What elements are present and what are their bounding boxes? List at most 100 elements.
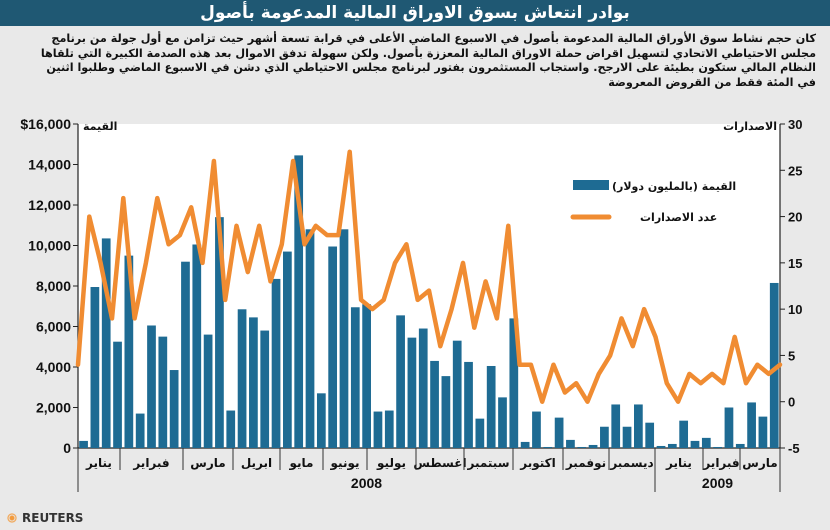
value-bar (418, 328, 428, 448)
value-bar (634, 404, 643, 448)
right-tick-label: 25 (788, 163, 802, 178)
value-bar (215, 217, 224, 448)
reuters-logo-icon (6, 512, 18, 524)
left-tick-label: $16,000 (20, 116, 71, 132)
value-bar (362, 304, 371, 448)
value-bar (701, 437, 711, 448)
right-axis-label: الاصدارات (723, 120, 777, 133)
value-bar (475, 418, 485, 448)
value-bar (713, 446, 722, 448)
month-label: فبراير (132, 456, 169, 470)
legend-bar-label: القيمة (بالمليون دولار) (612, 180, 736, 193)
left-tick-label: 4,000 (36, 359, 71, 375)
value-bar (339, 229, 349, 448)
value-bar (147, 325, 156, 448)
value-bar (769, 282, 779, 448)
left-tick-label: 14,000 (28, 157, 71, 173)
issuance-line (75, 149, 783, 404)
legend-line-label: عدد الاصدارات (640, 211, 717, 224)
value-bar (249, 317, 258, 448)
value-bar (690, 440, 700, 448)
intro-text: كان حجم نشاط سوق الأوراق المالية المدعوم… (40, 32, 816, 89)
value-bar (158, 336, 168, 448)
source-label: REUTERS (22, 511, 84, 525)
value-bar (735, 443, 745, 448)
value-bar (486, 365, 496, 448)
value-bar (611, 404, 621, 448)
value-bar (498, 397, 507, 448)
value-bar (373, 411, 383, 448)
left-tick-label: 12,000 (28, 197, 71, 213)
value-bar (543, 446, 553, 448)
value-bar (294, 155, 304, 448)
value-bar (747, 402, 756, 448)
month-label: سبتمبر (466, 456, 509, 470)
value-bar (645, 422, 655, 448)
value-bar (350, 307, 360, 448)
value-bar (79, 440, 88, 448)
value-bar (656, 445, 666, 448)
value-bar (181, 261, 190, 448)
month-label: ديسمبر (609, 456, 653, 470)
value-bar (407, 337, 417, 448)
left-tick-label: 6,000 (36, 319, 71, 335)
value-bar (192, 244, 202, 448)
year-label: 2009 (702, 475, 733, 491)
value-bar (577, 446, 587, 448)
left-axis-label: القيمة (83, 120, 117, 133)
chart-title: بوادر انتعاش بسوق الاوراق المالية المدعو… (0, 0, 830, 26)
year-label: 2008 (351, 475, 382, 491)
value-bar (441, 376, 451, 448)
right-tick-label: -5 (788, 441, 800, 456)
value-bar (124, 255, 134, 448)
month-label: يناير (85, 456, 112, 470)
value-bar (237, 309, 247, 448)
value-bar (90, 287, 100, 448)
value-bar (113, 341, 122, 448)
value-bar (203, 334, 213, 448)
month-label: مايو (289, 456, 314, 471)
value-bar (532, 411, 541, 448)
value-bar (452, 340, 462, 448)
value-bar (169, 370, 179, 448)
left-tick-label: 2,000 (36, 400, 71, 416)
value-bar (135, 413, 145, 448)
value-bar (520, 441, 530, 448)
right-tick-label: 20 (788, 210, 802, 225)
value-bar (396, 315, 405, 448)
right-tick-label: 5 (788, 348, 795, 363)
month-label: مارس (742, 456, 777, 470)
right-tick-label: 0 (788, 395, 795, 410)
month-label: يوليو (376, 456, 406, 471)
month-label: اغسطس (413, 456, 466, 470)
value-bar (328, 246, 338, 448)
value-bar (260, 330, 270, 448)
value-bar (384, 410, 394, 448)
left-tick-label: 0 (63, 440, 71, 456)
left-tick-label: 10,000 (28, 238, 71, 254)
value-bar (554, 417, 564, 448)
value-bar (600, 426, 609, 448)
value-bar (316, 393, 326, 448)
right-tick-label: 10 (788, 302, 802, 317)
value-bar (283, 251, 292, 448)
value-bar (509, 318, 519, 448)
month-label: مارس (190, 456, 225, 470)
value-bar (622, 426, 632, 448)
month-label: ابريل (241, 456, 272, 470)
value-bar (724, 407, 734, 448)
month-label: يناير (665, 456, 692, 470)
value-bar (226, 410, 236, 448)
value-bar (588, 444, 598, 448)
value-bar (464, 361, 473, 448)
value-bar (679, 420, 689, 448)
reuters-logo: REUTERS (6, 511, 83, 525)
value-bar (430, 360, 439, 448)
value-bar (758, 416, 768, 448)
month-label: نوفمبر (565, 456, 606, 471)
month-label: يونيو (330, 456, 360, 471)
value-bar (271, 278, 281, 448)
value-bar (667, 443, 677, 448)
right-tick-label: 30 (788, 117, 802, 132)
